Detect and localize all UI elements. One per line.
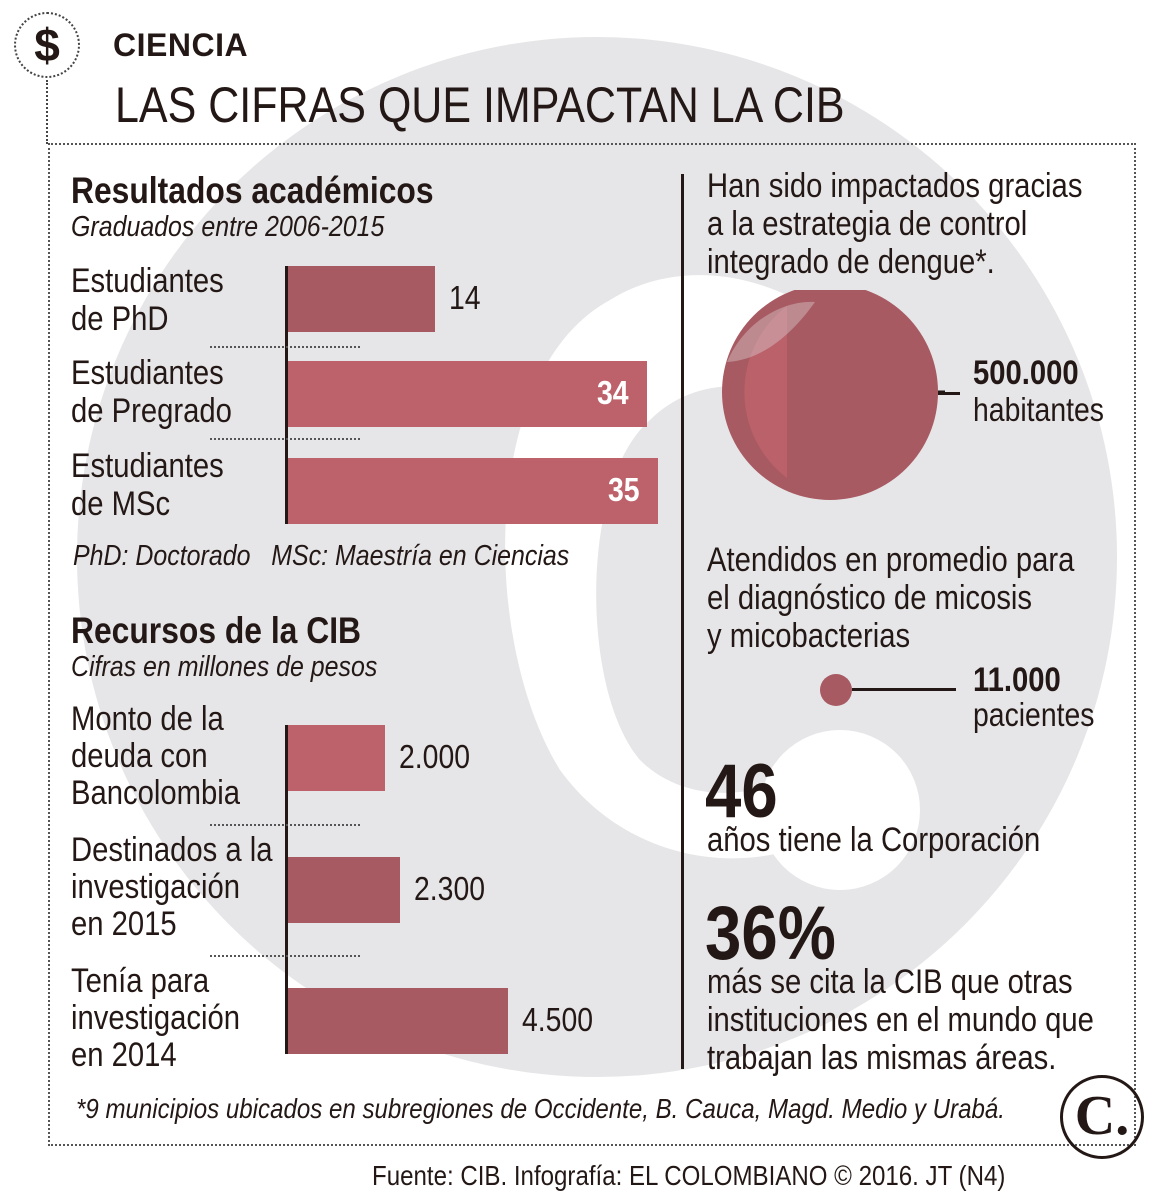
micosis-text-line: el diagnóstico de micosis (707, 579, 1033, 617)
category-label-line: deuda con (71, 737, 208, 775)
dengue-text-line: Han sido impactados gracias (707, 167, 1083, 205)
content-frame (48, 143, 1136, 1146)
bar (287, 458, 658, 524)
category-label: Destinados a la investigación en 2015 (71, 832, 273, 943)
bar-value-label: 14 (449, 279, 481, 317)
micosis-text-line: y micobacterias (707, 617, 911, 655)
category-label-line: en 2014 (71, 1036, 177, 1074)
dengue-value: 500.000 (973, 354, 1079, 392)
category-label-line: Estudiantes (71, 447, 224, 485)
cite-text-line: más se cita la CIB que otras (707, 963, 1073, 1001)
section-label: CIENCIA (113, 27, 249, 63)
cite-value: 36% (705, 891, 836, 976)
resources-axis (285, 725, 288, 1054)
academic-axis (285, 266, 288, 524)
micosis-dot (820, 674, 852, 706)
micosis-text-line: Atendidos en promedio para (707, 541, 1075, 579)
row-divider (210, 346, 360, 348)
row-divider (210, 955, 360, 957)
bar (287, 266, 435, 332)
dengue-leader (938, 392, 960, 395)
category-label: Estudiantes de MSc (71, 447, 224, 523)
dengue-text-line: integrado de dengue*. (707, 243, 995, 281)
cite-text: más se cita la CIB que otras institucion… (707, 963, 1094, 1077)
bar-value-label: 34 (597, 374, 629, 412)
category-label-line: Bancolombia (71, 774, 241, 812)
years-text: años tiene la Corporación (707, 821, 1041, 859)
micosis-leader (852, 688, 956, 691)
category-label-line: Estudiantes (71, 262, 224, 300)
bar-value-label: 4.500 (522, 1001, 594, 1039)
column-divider (681, 174, 684, 1069)
micosis-text: Atendidos en promedio para el diagnóstic… (707, 541, 1074, 655)
page-title: LAS CIFRAS QUE IMPACTAN LA CIB (115, 77, 845, 133)
dengue-text-line: a la estrategia de control (707, 205, 1028, 243)
micosis-value: 11.000 (973, 661, 1061, 699)
bar-value-label: 2.300 (414, 870, 486, 908)
category-label: Estudiantes de PhD (71, 262, 224, 338)
bar-value-label: 2.000 (399, 738, 471, 776)
dollar-icon: $ (34, 19, 60, 71)
years-value: 46 (705, 749, 778, 834)
dengue-text: Han sido impactados gracias a la estrate… (707, 167, 1082, 281)
category-label-line: investigación (71, 868, 241, 906)
header-connector (46, 80, 48, 144)
row-divider (210, 438, 360, 440)
dengue-circle-graphic (722, 290, 945, 500)
category-label-line: de MSc (71, 485, 171, 523)
cite-text-line: instituciones en el mundo que (707, 1001, 1094, 1039)
bar (287, 361, 647, 427)
micosis-unit: pacientes (973, 696, 1095, 733)
dengue-unit: habitantes (973, 391, 1104, 428)
dengue-circle-highlight (744, 306, 787, 478)
dollar-icon-ring (14, 12, 80, 78)
category-label-line: en 2015 (71, 905, 177, 943)
resources-heading: Recursos de la CIB (71, 610, 362, 651)
cite-text-line: trabajan las mismas áreas. (707, 1039, 1057, 1077)
category-label-line: Tenía para (71, 962, 210, 1000)
category-label-line: investigación (71, 999, 241, 1037)
el-colombiano-logo: C. (1060, 1075, 1144, 1159)
bar (287, 857, 400, 923)
footnote: *9 municipios ubicados en subregiones de… (76, 1093, 1005, 1124)
academic-note: PhD: Doctorado MSc: Maestría en Ciencias (73, 540, 570, 572)
bar (287, 725, 385, 791)
source-credit: Fuente: CIB. Infografía: EL COLOMBIANO ©… (372, 1160, 1006, 1191)
category-label-line: Estudiantes (71, 354, 224, 392)
row-divider (210, 824, 360, 826)
category-label-line: Monto de la (71, 700, 224, 738)
category-label: Tenía para investigación en 2014 (71, 963, 240, 1074)
academic-subheading: Graduados entre 2006-2015 (71, 211, 385, 243)
resources-subheading: Cifras en millones de pesos (71, 651, 378, 683)
academic-heading: Resultados académicos (71, 170, 434, 211)
category-label: Estudiantes de Pregrado (71, 354, 232, 430)
category-label: Monto de la deuda con Bancolombia (71, 701, 240, 812)
category-label-line: de PhD (71, 300, 169, 338)
bar (287, 988, 508, 1054)
category-label-line: Destinados a la (71, 831, 273, 869)
category-label-line: de Pregrado (71, 392, 232, 430)
bar-value-label: 35 (608, 471, 640, 509)
dengue-circle-crescent (727, 301, 815, 362)
